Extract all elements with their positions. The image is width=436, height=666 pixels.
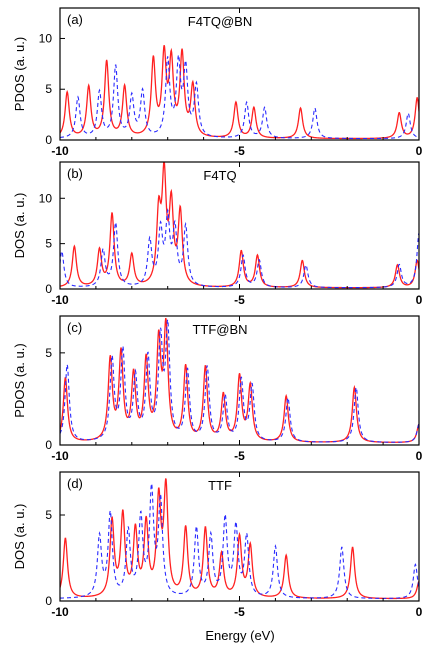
y-tick-label-b-0: 0 <box>45 282 52 296</box>
panel-b: -10 -5 0 0 5 10 DOS (a. u.) (b) F4TQ <box>12 161 423 307</box>
y-tick-label-d-0: 0 <box>45 594 52 608</box>
x-tick-label-d-1: -5 <box>234 605 245 619</box>
x-tick-label-a-2: 0 <box>416 144 423 158</box>
y-tick-label-b-2: 10 <box>39 191 53 205</box>
x-tick-label-c-1: -5 <box>234 449 245 463</box>
x-tick-label-b-1: -5 <box>234 293 245 307</box>
x-axis-label: Energy (eV) <box>205 628 274 643</box>
x-tick-label-d-2: 0 <box>416 605 423 619</box>
panel-c: -10 -5 0 0 5 PDOS (a. u.) (c) TTF@BN <box>12 315 423 463</box>
panel-label-d: (d) <box>67 476 83 491</box>
panel-d: -10 -5 0 0 5 DOS (a. u.) (d) TTF <box>12 471 423 619</box>
panel-label-a: (a) <box>67 12 83 27</box>
series-dashed-line-b <box>60 208 419 289</box>
panel-a: -10 -5 0 0 5 10 PDOS (a. u.) (a) F4TQ@BN <box>12 7 423 158</box>
series-dashed-line-c <box>60 319 419 443</box>
x-tick-label-c-0: -10 <box>51 449 69 463</box>
x-tick-label-a-0: -10 <box>51 144 69 158</box>
y-tick-label-b-1: 5 <box>45 237 52 251</box>
y-tick-label-a-0: 0 <box>45 133 52 147</box>
series-solid-line-c <box>60 317 419 443</box>
x-tick-label-b-0: -10 <box>51 293 69 307</box>
panel-label-b: (b) <box>67 166 83 181</box>
panel-title-a: F4TQ@BN <box>188 14 252 29</box>
y-tick-label-c-1: 5 <box>45 346 52 360</box>
y-axis-label-c: PDOS (a. u.) <box>12 343 27 417</box>
panel-title-d: TTF <box>208 478 232 493</box>
y-tick-label-a-1: 5 <box>45 82 52 96</box>
y-tick-label-c-0: 0 <box>45 438 52 452</box>
y-axis-label-b: DOS (a. u.) <box>12 193 27 259</box>
series-solid-line-b <box>60 162 419 289</box>
series-solid-line-d <box>60 478 419 600</box>
x-tick-label-b-2: 0 <box>416 293 423 307</box>
x-tick-label-c-2: 0 <box>416 449 423 463</box>
x-tick-label-a-1: -5 <box>234 144 245 158</box>
series-dashed-line-a <box>60 54 419 140</box>
panel-title-b: F4TQ <box>203 168 236 183</box>
y-tick-label-d-1: 5 <box>45 508 52 522</box>
y-axis-label-d: DOS (a. u.) <box>12 504 27 570</box>
panel-title-c: TTF@BN <box>192 322 247 337</box>
series-dashed-line-d <box>60 482 419 599</box>
y-axis-label-a: PDOS (a. u.) <box>12 37 27 111</box>
panel-label-c: (c) <box>67 320 82 335</box>
y-tick-label-a-2: 10 <box>39 31 53 45</box>
x-tick-label-d-0: -10 <box>51 605 69 619</box>
